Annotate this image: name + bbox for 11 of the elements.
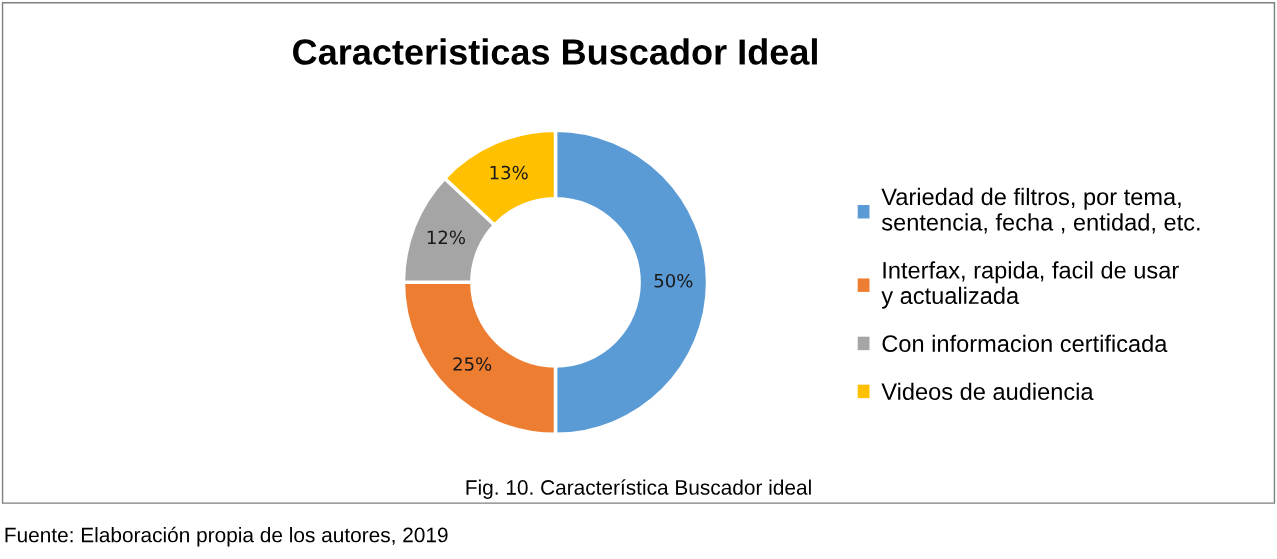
caption: Fig. 10. Característica Buscador ideal — [466, 479, 811, 499]
source-note: Fuente: Elaboración propia de los autores, 2019 — [5, 526, 448, 547]
data-label: 12% — [427, 230, 465, 245]
chart-title: Caracteristicas Buscador Ideal — [293, 38, 817, 65]
data-label: 13% — [490, 165, 528, 180]
legend-label: Videos de audiencia — [881, 382, 1094, 401]
data-label: 25% — [453, 357, 492, 371]
legend-label: Con informacion certificada — [882, 334, 1168, 353]
data-label: 50% — [654, 273, 693, 288]
legend-label: Interfax, rapida, facil de usar y actualizada — [881, 261, 1179, 309]
legend-label: Variedad de filtros, por tema, sentencia, fecha , entidad, etc. — [881, 187, 1200, 234]
